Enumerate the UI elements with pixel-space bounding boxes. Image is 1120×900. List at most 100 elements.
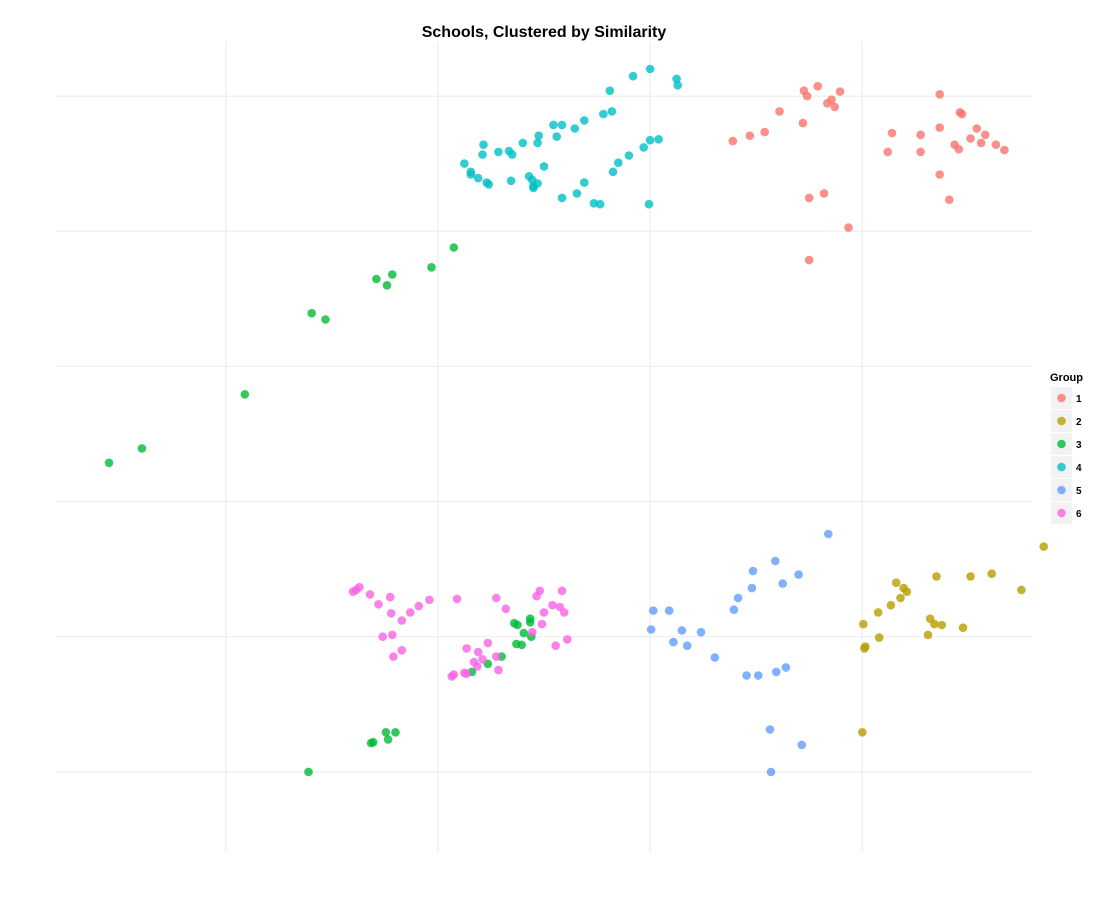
series-group-5: [646, 529, 833, 777]
data-point-group-1-29: [1000, 145, 1009, 155]
legend-marker-5: [1057, 485, 1066, 495]
data-point-group-4-10: [534, 131, 543, 140]
data-point-group-2-17: [874, 633, 884, 642]
data-point-group-3-11: [525, 618, 535, 627]
data-point-group-1-24: [916, 130, 925, 140]
data-point-group-1-33: [945, 195, 954, 204]
data-point-group-1-26: [954, 144, 964, 154]
data-point-group-6-28: [365, 590, 375, 599]
data-point-group-3-17: [517, 640, 526, 650]
gridlines: [56, 42, 1032, 853]
legend-label-5: 5: [1076, 486, 1082, 497]
data-point-group-4-44: [644, 199, 654, 209]
data-point-group-3-25: [366, 738, 376, 748]
data-point-group-4-18: [507, 150, 517, 159]
data-point-group-6-3: [462, 669, 471, 678]
data-point-group-4-0: [645, 64, 655, 74]
data-point-group-4-32: [673, 81, 682, 90]
data-point-group-2-3: [932, 572, 941, 581]
data-point-group-5-13: [669, 637, 678, 647]
data-point-group-6-25: [535, 586, 545, 596]
data-point-group-6-37: [388, 630, 397, 640]
data-point-group-3-14: [510, 618, 519, 628]
data-point-group-1-16: [935, 90, 944, 99]
data-point-group-6-14: [528, 627, 537, 637]
data-point-group-6-24: [548, 600, 557, 610]
data-point-group-2-0: [1039, 542, 1048, 551]
data-point-group-4-4: [599, 109, 608, 119]
data-point-group-4-2: [605, 86, 615, 95]
data-point-group-2-7: [902, 587, 912, 596]
data-point-group-2-4: [1017, 585, 1026, 595]
data-point-group-4-19: [539, 162, 549, 171]
data-point-group-2-2: [966, 572, 975, 581]
data-point-group-6-30: [386, 609, 396, 618]
data-point-group-4-12: [518, 138, 528, 148]
legend-marker-6: [1057, 508, 1066, 518]
data-point-group-2-19: [860, 644, 869, 653]
data-point-group-2-8: [896, 593, 905, 603]
data-point-group-4-37: [614, 158, 623, 167]
data-point-group-6-34: [414, 601, 424, 611]
data-point-group-4-41: [557, 193, 567, 203]
data-point-group-1-7: [775, 107, 784, 116]
legend-marker-2: [1057, 416, 1066, 426]
data-point-group-4-16: [478, 150, 487, 159]
data-point-group-2-5: [891, 578, 901, 587]
data-point-group-2-10: [873, 608, 883, 617]
data-point-group-3-23: [383, 735, 393, 744]
data-point-group-6-17: [539, 608, 549, 617]
data-point-group-6-8: [492, 652, 501, 661]
data-point-group-6-10: [473, 647, 483, 657]
data-point-group-3-7: [388, 270, 397, 279]
data-point-group-4-33: [654, 135, 663, 144]
data-point-group-3-12: [519, 628, 529, 638]
series-group-2: [858, 542, 1048, 737]
data-point-group-2-11: [859, 619, 868, 629]
data-point-group-4-21: [506, 176, 516, 186]
data-point-group-4-11: [533, 138, 542, 148]
data-point-group-1-6: [830, 102, 839, 112]
data-point-group-5-10: [677, 626, 687, 635]
legend-label-1: 1: [1076, 394, 1082, 405]
series-group-6: [348, 582, 572, 681]
data-point-group-1-2: [802, 91, 812, 101]
data-point-group-6-15: [551, 641, 560, 650]
data-point-group-4-31: [672, 74, 681, 84]
data-point-group-6-39: [397, 646, 407, 655]
data-point-group-3-4: [321, 315, 330, 324]
data-point-group-6-40: [389, 652, 398, 661]
data-point-group-1-31: [883, 147, 892, 157]
data-point-group-1-32: [935, 170, 944, 179]
data-point-group-5-6: [733, 593, 743, 603]
data-point-group-6-9: [462, 644, 471, 653]
data-point-group-4-40: [572, 189, 582, 198]
data-point-group-4-42: [595, 199, 605, 209]
data-point-group-6-12: [452, 594, 462, 604]
data-point-group-4-9: [552, 132, 561, 141]
legend-title: Group: [1050, 372, 1083, 384]
data-point-group-4-39: [580, 178, 589, 187]
data-point-group-4-5: [580, 116, 589, 125]
data-point-group-6-23: [559, 608, 569, 617]
data-point-group-3-2: [240, 390, 250, 399]
data-point-group-2-15: [958, 623, 968, 632]
data-point-group-4-38: [608, 167, 618, 177]
data-point-group-1-27: [976, 138, 986, 148]
data-point-group-3-22: [381, 728, 391, 737]
data-point-group-6-13: [492, 593, 501, 603]
data-point-group-2-16: [923, 630, 933, 640]
data-point-group-6-11: [483, 638, 493, 648]
chart-title: Schools, Clustered by Similarity: [422, 24, 667, 41]
data-point-group-1-15: [804, 255, 814, 265]
series-group-4: [460, 64, 682, 209]
data-point-group-6-7: [478, 655, 487, 664]
series-group-3: [104, 243, 536, 777]
data-point-group-1-14: [844, 223, 853, 232]
data-point-group-4-7: [549, 120, 558, 130]
data-point-group-2-14: [937, 620, 947, 630]
data-point-group-5-7: [649, 606, 658, 615]
data-point-group-3-1: [137, 444, 147, 453]
data-point-group-5-16: [781, 663, 791, 672]
